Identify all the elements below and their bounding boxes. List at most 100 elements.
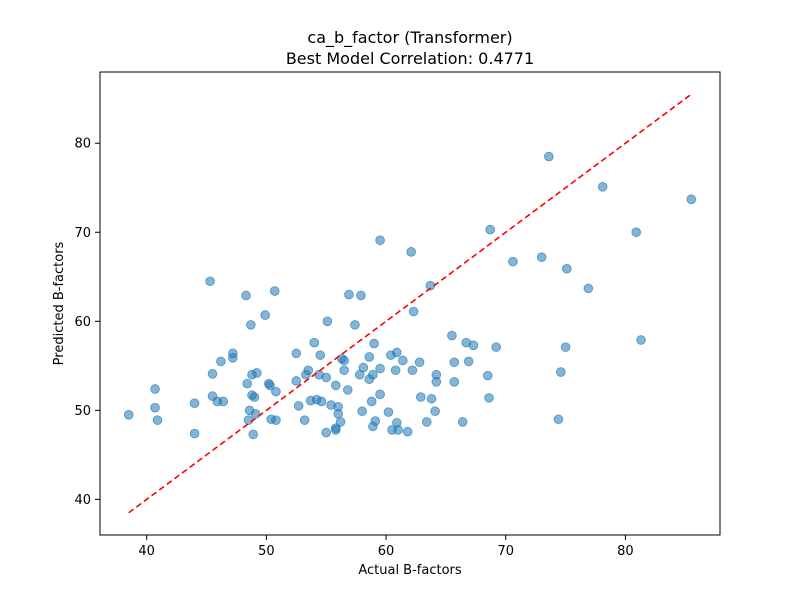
data-point [358, 362, 369, 373]
data-point [375, 389, 385, 400]
data-point [269, 286, 280, 296]
data-point [322, 316, 333, 327]
y-tick-label: 60 [74, 315, 91, 330]
data-point [339, 365, 349, 376]
data-point [364, 352, 375, 362]
data-point [407, 365, 418, 376]
data-point [189, 428, 200, 439]
data-point [449, 357, 460, 368]
data-point [392, 347, 402, 358]
data-point [251, 368, 262, 378]
data-point [457, 417, 468, 427]
data-point [321, 372, 332, 383]
data-point [449, 377, 460, 387]
data-point [583, 283, 594, 294]
data-point [241, 290, 251, 301]
data-point [356, 290, 366, 301]
data-point [421, 417, 432, 427]
data-point [321, 427, 332, 438]
data-point [189, 398, 200, 409]
data-point [316, 396, 327, 407]
data-point [333, 409, 343, 419]
x-tick-label: 40 [138, 544, 155, 559]
data-point [408, 306, 419, 317]
x-tick-label: 60 [378, 544, 395, 559]
data-point [271, 415, 281, 425]
data-point [152, 415, 163, 425]
data-point [246, 320, 256, 330]
data-point [597, 182, 608, 192]
data-point [330, 380, 341, 391]
data-point [207, 369, 218, 379]
data-point [366, 396, 377, 407]
data-point [631, 227, 642, 238]
data-point [415, 392, 426, 402]
data-point [402, 426, 413, 437]
data-point [370, 416, 381, 426]
data-point [636, 335, 646, 345]
data-point [150, 384, 160, 394]
data-point [303, 365, 314, 376]
data-point [243, 415, 254, 425]
plot-frame [99, 71, 721, 536]
x-tick-label: 70 [497, 544, 514, 559]
data-point [242, 378, 253, 389]
y-axis: 40 50 60 70 80 [74, 137, 100, 508]
data-point [431, 377, 442, 387]
y-tick-label: 80 [74, 137, 91, 152]
data-point [491, 342, 501, 352]
data-point [250, 409, 261, 419]
x-tick-label: 80 [617, 544, 634, 559]
data-point [293, 401, 304, 411]
data-point [309, 337, 320, 348]
data-point [248, 429, 259, 440]
chart-subtitle: Best Model Correlation: 0.4771 [286, 49, 534, 68]
data-point [368, 369, 378, 380]
data-points [123, 151, 697, 440]
data-point [484, 393, 494, 403]
data-point [406, 247, 416, 257]
data-point [414, 357, 425, 368]
y-axis-label: Predicted B-factors [52, 241, 67, 365]
data-point [271, 386, 281, 397]
data-point [393, 425, 403, 435]
y-tick-label: 40 [74, 493, 91, 508]
data-point [553, 414, 564, 425]
data-point [228, 353, 238, 363]
chart-title: ca_b_factor (Transformer) [307, 28, 512, 48]
data-point [561, 263, 572, 274]
x-axis: 40 50 60 70 80 [138, 535, 634, 559]
data-point [369, 338, 379, 349]
data-point [291, 348, 302, 359]
data-point [342, 385, 353, 395]
data-point [430, 406, 440, 417]
data-point [390, 365, 401, 376]
data-point [249, 392, 260, 402]
data-point [468, 340, 479, 351]
data-point [447, 330, 457, 341]
data-point [216, 356, 226, 367]
data-point [265, 380, 275, 391]
data-point [375, 235, 385, 246]
data-point [383, 407, 394, 417]
data-point [260, 310, 270, 320]
data-point [485, 224, 495, 235]
data-point [344, 289, 354, 300]
data-point [560, 342, 571, 352]
data-point [686, 194, 697, 205]
data-point [218, 396, 229, 407]
data-point [398, 355, 408, 366]
x-axis-label: Actual B-factors [358, 563, 462, 578]
data-point [330, 425, 341, 435]
data-point [350, 320, 360, 330]
data-point [357, 406, 367, 417]
data-point [123, 409, 134, 420]
data-point [536, 252, 547, 263]
x-tick-label: 50 [258, 544, 275, 559]
y-tick-label: 50 [74, 404, 91, 419]
data-point [544, 151, 554, 162]
data-point [205, 276, 215, 287]
data-point [508, 256, 518, 267]
data-point [150, 402, 160, 413]
data-point [291, 376, 302, 386]
